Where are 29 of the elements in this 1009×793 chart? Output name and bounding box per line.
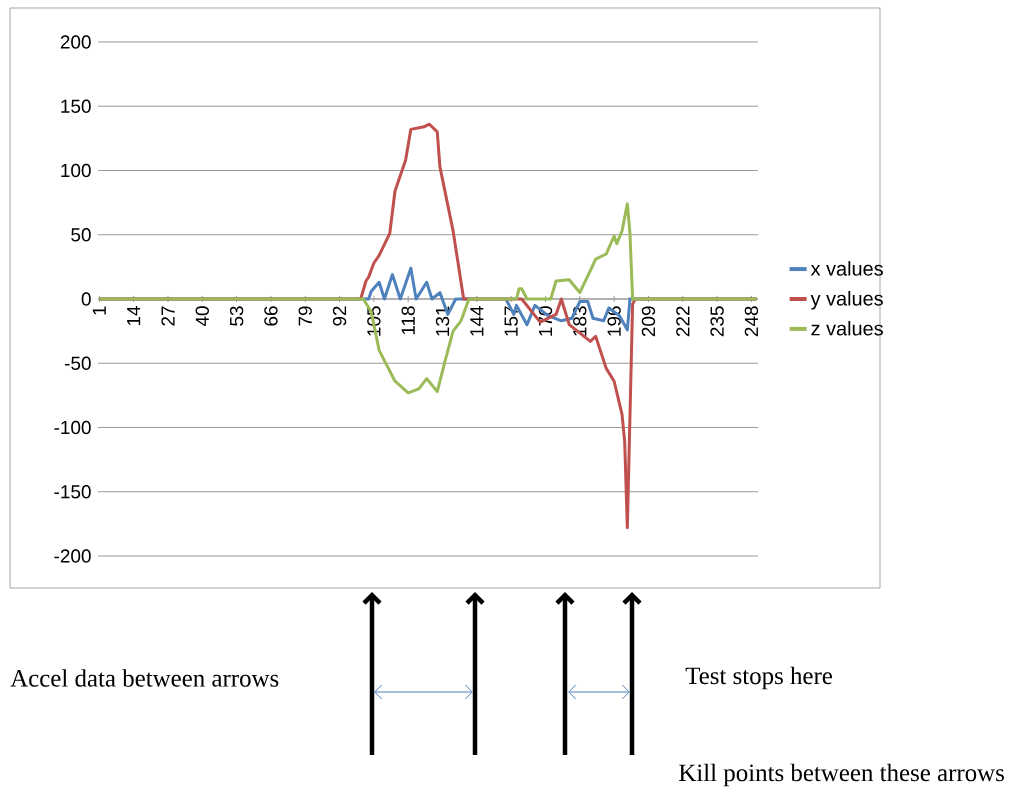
x-tick-label: 40: [195, 306, 209, 327]
x-tick-label: 144: [470, 306, 484, 336]
x-tick-label: 92: [332, 306, 347, 326]
y-tick-label: -50: [64, 356, 91, 370]
text: Kill points between these arrows: [679, 763, 1004, 787]
y-tick-label: 200: [60, 35, 91, 49]
x-tick-label: 1: [92, 306, 106, 315]
text: Accel data between arrows: [10, 669, 279, 687]
y-tick-label: 150: [61, 99, 91, 113]
legend-label: z values: [811, 320, 883, 336]
y-tick-label: -150: [54, 485, 91, 499]
y-tick-label: -200: [54, 549, 91, 563]
y-tick-label: -100: [54, 420, 91, 435]
x-tick-label: 79: [298, 306, 312, 326]
x-tick-label: 27: [161, 306, 175, 326]
text: Test stops here: [685, 666, 832, 690]
x-tick-label: 66: [264, 306, 278, 326]
x-tick-label: 209: [641, 306, 656, 337]
y-tick-label: 0: [81, 292, 91, 306]
legend-label: x values: [810, 261, 883, 276]
x-tick-label: 53: [229, 306, 244, 326]
x-tick-label: 222: [676, 306, 690, 337]
x-tick-label: 14: [127, 306, 141, 326]
legend-label: y values: [810, 291, 883, 310]
x-tick-label: 118: [401, 306, 415, 335]
x-tick-label: 248: [744, 306, 759, 337]
y-tick-label: 100: [61, 163, 91, 178]
x-tick-label: 235: [710, 306, 724, 337]
y-tick-label: 50: [71, 228, 91, 242]
